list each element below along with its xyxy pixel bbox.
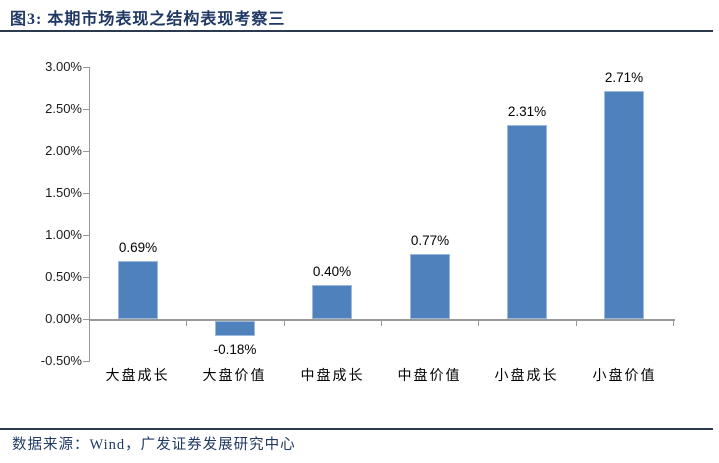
bar (215, 321, 255, 336)
bar (604, 91, 644, 319)
y-axis-tick-label: 0.00% (45, 311, 82, 326)
bar (410, 254, 450, 319)
y-axis-tick (83, 193, 89, 194)
x-axis-tick (284, 321, 285, 326)
x-axis-tick (478, 321, 479, 326)
footer-rule (0, 428, 713, 430)
bar-value-label: 0.69% (118, 240, 158, 255)
figure-title: 图3: 本期市场表现之结构表现考察三 (10, 11, 286, 28)
x-axis-category-label: 小盘价值 (592, 369, 657, 384)
bar (118, 261, 158, 319)
y-axis-tick-label: 0.50% (45, 269, 82, 284)
y-axis-tick-label: 1.00% (45, 227, 82, 242)
x-axis-category-label: 中盘成长 (300, 369, 365, 384)
y-axis-line (89, 67, 90, 362)
x-axis-category-label: 中盘价值 (397, 369, 462, 384)
x-axis-line (89, 319, 675, 321)
bar (507, 125, 547, 319)
y-axis-tick (83, 319, 89, 320)
y-axis-tick-label: 2.50% (45, 101, 82, 116)
bar-value-label: 0.77% (410, 233, 450, 248)
bar-value-label: 0.40% (312, 264, 352, 279)
x-axis-category-label: 大盘成长 (105, 369, 170, 384)
x-axis-tick (576, 321, 577, 326)
x-axis-tick (89, 321, 90, 326)
source-text: 数据来源：Wind，广发证券发展研究中心 (12, 437, 296, 453)
x-axis-tick (186, 321, 187, 326)
y-axis-tick (83, 277, 89, 278)
y-axis-tick-label: 2.00% (45, 143, 82, 158)
x-axis-tick (381, 321, 382, 326)
y-axis-tick (83, 109, 89, 110)
x-axis-category-label: 小盘成长 (494, 369, 559, 384)
bar-value-label: 2.71% (604, 70, 644, 85)
y-axis-tick (83, 361, 89, 362)
y-axis-tick (83, 67, 89, 68)
y-axis-tick-label: 1.50% (45, 185, 82, 200)
bar (312, 285, 352, 319)
y-axis-tick-label: -0.50% (40, 353, 82, 368)
bar-value-label: -0.18% (213, 342, 257, 357)
y-axis-tick (83, 235, 89, 236)
x-axis-category-label: 大盘价值 (202, 369, 267, 384)
y-axis-tick (83, 151, 89, 152)
title-rule (0, 30, 713, 32)
bar-value-label: 2.31% (507, 104, 547, 119)
y-axis-tick-label: 3.00% (45, 59, 82, 74)
x-axis-tick (673, 321, 674, 326)
